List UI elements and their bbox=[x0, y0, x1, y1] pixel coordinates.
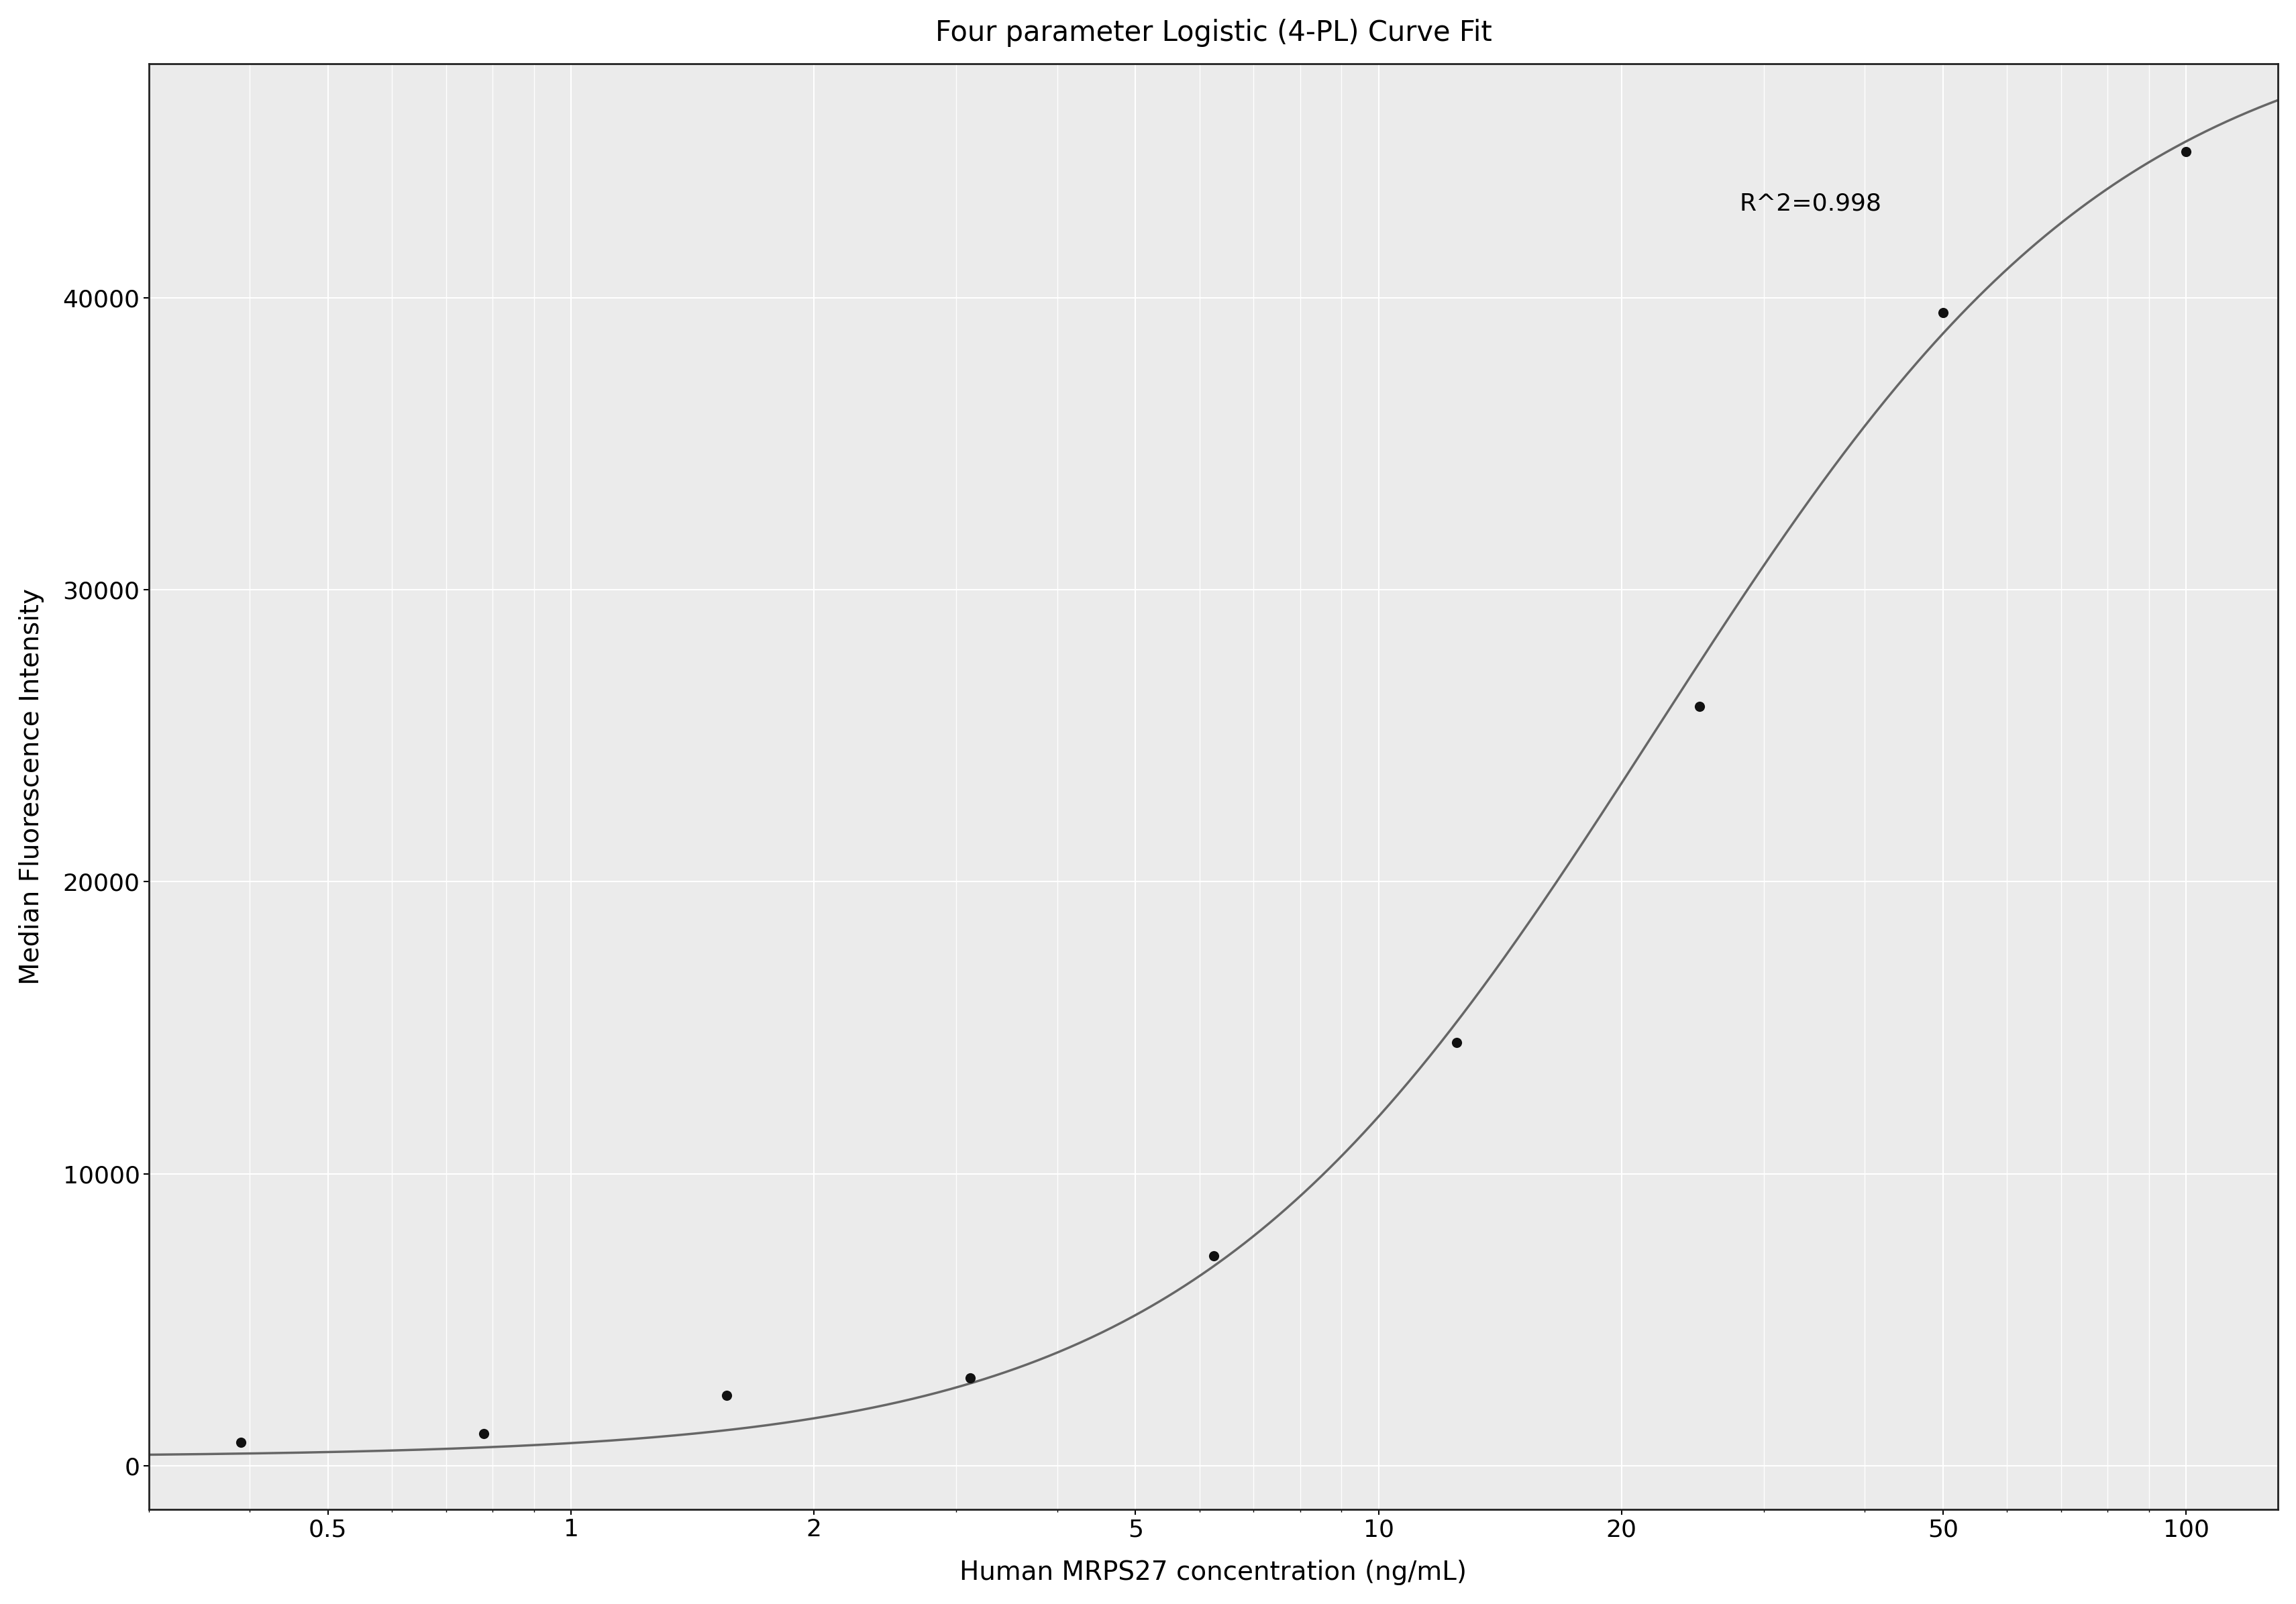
Point bbox=[1924, 300, 1961, 326]
Text: R^2=0.998: R^2=0.998 bbox=[1738, 192, 1880, 215]
Point bbox=[466, 1421, 503, 1447]
Point bbox=[1194, 1243, 1231, 1269]
Point bbox=[223, 1429, 259, 1455]
Point bbox=[1437, 1030, 1474, 1055]
X-axis label: Human MRPS27 concentration (ng/mL): Human MRPS27 concentration (ng/mL) bbox=[960, 1559, 1467, 1585]
Point bbox=[709, 1383, 746, 1408]
Title: Four parameter Logistic (4-PL) Curve Fit: Four parameter Logistic (4-PL) Curve Fit bbox=[934, 19, 1492, 47]
Point bbox=[1681, 693, 1717, 719]
Y-axis label: Median Fluorescence Intensity: Median Fluorescence Intensity bbox=[18, 589, 44, 985]
Point bbox=[2167, 140, 2204, 165]
Point bbox=[951, 1365, 987, 1391]
